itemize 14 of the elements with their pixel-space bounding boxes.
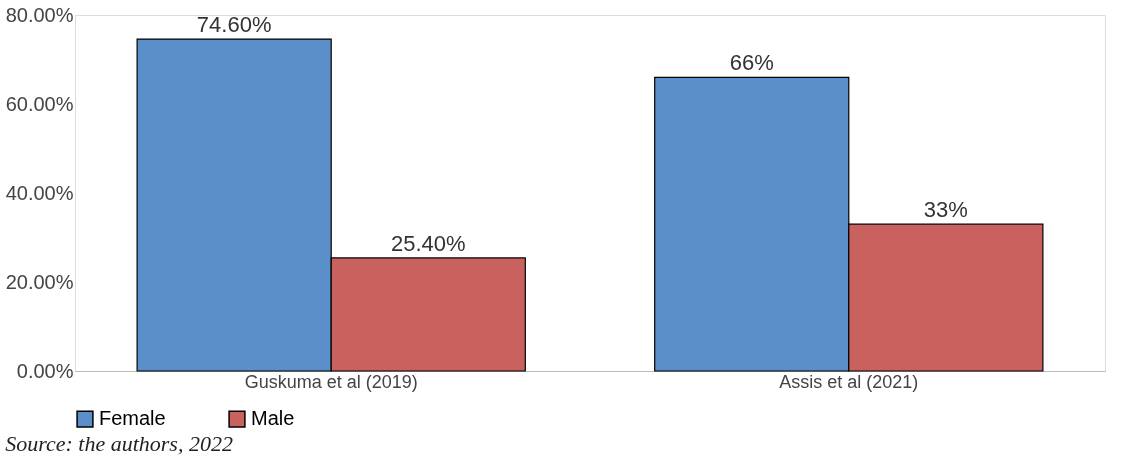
legend-label: Male — [251, 407, 295, 430]
data-label: 25.40% — [390, 230, 466, 256]
y-tick-label: 40.00% — [5, 181, 74, 204]
legend-label: Female — [99, 407, 166, 430]
data-label: 33% — [923, 197, 968, 223]
y-tick-label: 0.00% — [16, 359, 74, 382]
source-note: Source: the authors, 2022 — [5, 431, 233, 456]
data-label: 74.60% — [196, 12, 272, 38]
y-tick-label: 20.00% — [5, 270, 74, 293]
x-tick-label: Guskuma et al (2019) — [244, 371, 418, 392]
y-tick-label: 60.00% — [5, 92, 74, 115]
y-tick-label: 80.00% — [5, 3, 74, 26]
data-label: 66% — [729, 50, 774, 76]
x-tick-label: Assis et al (2021) — [779, 371, 919, 392]
